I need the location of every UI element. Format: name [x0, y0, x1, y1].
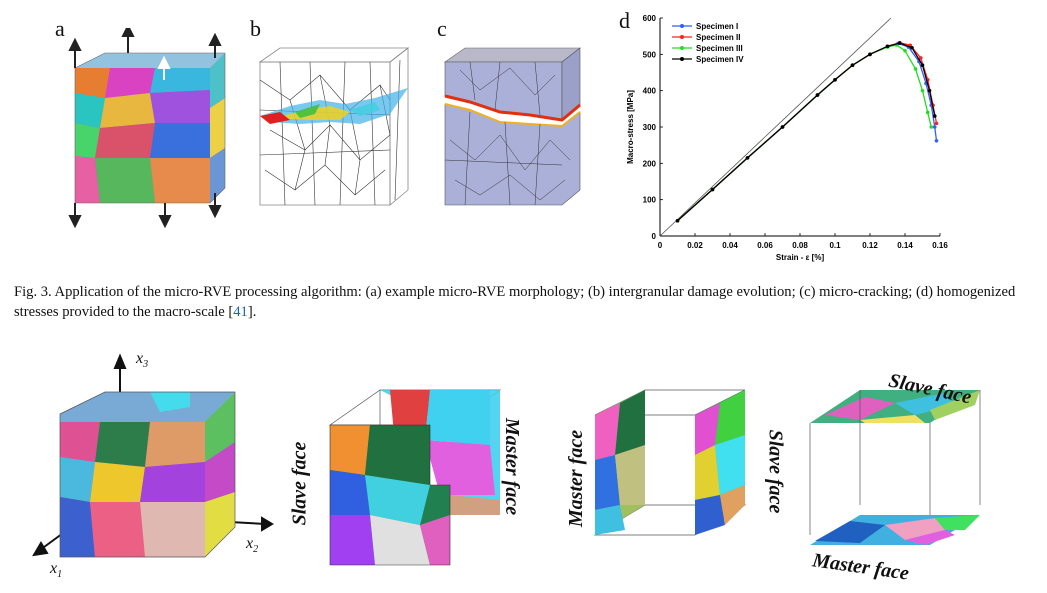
series-point-4	[885, 44, 890, 49]
y-axis-title: Macro-stress [MPa]	[626, 90, 635, 164]
series-line-2	[677, 42, 938, 222]
x-tick-label: 0.04	[722, 241, 738, 250]
damage-evolution-figure	[258, 47, 410, 206]
panel-label-a: a	[55, 16, 65, 41]
legend-label-1: Specimen I	[696, 22, 738, 31]
x-tick-label: 0	[658, 241, 663, 250]
axis-label-x3-letter: x	[136, 350, 144, 367]
axis-label-x1-letter: x	[50, 560, 58, 577]
y-tick-label: 200	[643, 159, 657, 168]
series-point-4	[815, 93, 820, 97]
series-point-4	[833, 77, 837, 82]
series-point-3	[929, 125, 934, 129]
rve-faces-figure-3	[593, 389, 747, 536]
cube2-slave-face-label: Slave face	[288, 441, 311, 526]
legend-marker-2	[680, 35, 684, 39]
series-point-3	[925, 110, 930, 115]
series-point-4	[920, 63, 925, 68]
y-tick-label: 100	[643, 196, 657, 205]
axis-label-x3-index: 3	[143, 359, 149, 371]
series-point-4	[932, 114, 937, 118]
legend-marker-3	[680, 46, 684, 50]
y-tick-label: 500	[643, 50, 657, 59]
y-tick-label: 400	[643, 87, 657, 96]
cube3-master-face-label: Master face	[565, 429, 588, 528]
series-point-2	[918, 56, 923, 60]
series-point-4	[868, 52, 872, 57]
cube2-master-face-label: Master face	[501, 417, 524, 516]
axis-label-x2-index: 2	[253, 544, 259, 556]
x-tick-label: 0.08	[792, 241, 808, 250]
series-point-4	[745, 156, 750, 160]
y-tick-label: 600	[643, 14, 657, 23]
x-tick-label: 0.02	[687, 241, 703, 250]
series-point-1	[932, 125, 937, 129]
rve-faces-figure-2	[328, 389, 502, 566]
micro-cracking-figure	[444, 47, 581, 206]
series-point-4	[850, 63, 855, 68]
legend-label-2: Specimen II	[696, 33, 740, 42]
series-point-4	[710, 187, 715, 192]
x-tick-label: 0.12	[862, 241, 878, 250]
series-point-1	[934, 139, 939, 143]
elastic-reference-line	[659, 17, 892, 237]
axis-label-x2: x2	[246, 535, 258, 555]
series-point-2	[934, 121, 939, 126]
legend-label-4: Specimen IV	[696, 55, 744, 64]
axis-label-x1-index: 1	[57, 569, 63, 581]
polycrystal-cube-figure	[68, 28, 226, 228]
series-point-4	[780, 125, 785, 129]
y-tick-label: 300	[643, 123, 657, 132]
axis-label-x1: x1	[50, 560, 62, 580]
caption-reference-link[interactable]: 41	[233, 304, 248, 320]
series-point-3	[913, 67, 918, 71]
series-point-3	[903, 48, 907, 53]
series-point-4	[927, 88, 932, 93]
axis-label-x2-letter: x	[246, 535, 254, 552]
x-tick-label: 0.16	[932, 241, 948, 250]
legend-marker-4	[680, 57, 684, 61]
panel-label-b: b	[250, 16, 261, 41]
legend-marker-1	[680, 24, 684, 28]
caption-end: ].	[247, 304, 257, 320]
series-line-1	[677, 42, 938, 222]
x-tick-label: 0.06	[757, 241, 773, 250]
panel-label-d: d	[619, 8, 630, 33]
rve-cube-axes-figure	[32, 353, 274, 558]
x-tick-label: 0.1	[829, 241, 841, 250]
y-tick-label: 0	[652, 232, 657, 241]
axis-label-x3: x3	[136, 350, 148, 370]
series-point-4	[675, 218, 680, 223]
stress-strain-chart: 0 0.02 0.04 0.06 0.08 0.1 0.12 0.14 0.16 0 100 200 3…	[626, 14, 948, 262]
rve-faces-figure-4	[809, 390, 981, 545]
cube3-slave-face-label: Slave face	[764, 429, 787, 514]
series-point-3	[920, 88, 925, 93]
series-point-4	[910, 45, 914, 50]
x-tick-label: 0.14	[897, 241, 913, 250]
series-line-4	[677, 42, 936, 222]
figure-caption: Fig. 3. Application of the micro-RVE pro…	[14, 282, 1024, 322]
legend-label-3: Specimen III	[696, 44, 743, 53]
panel-label-c: c	[437, 16, 447, 41]
series-line-3	[677, 44, 932, 222]
caption-text: Fig. 3. Application of the micro-RVE pro…	[14, 284, 1016, 320]
x-axis-title: Strain - ε [%]	[776, 253, 825, 262]
series-point-4	[897, 41, 902, 45]
